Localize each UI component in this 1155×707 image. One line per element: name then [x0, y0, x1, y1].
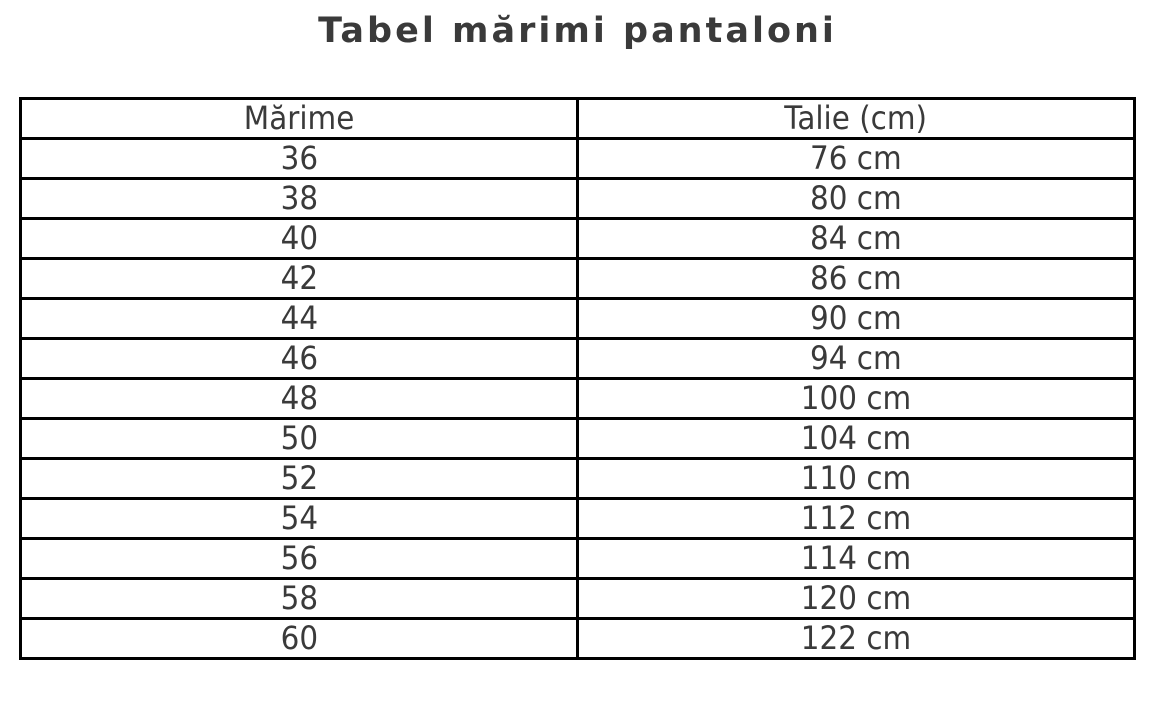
size-table-body: 36 76 cm 38 80 cm 40 84 cm 42 86 cm 44 90 cm 46 94 … — [19, 136, 1136, 660]
table-row: 36 76 cm — [19, 136, 1136, 180]
waist-cell-value: 114 cm — [800, 538, 912, 577]
waist-cell: 122 cm — [576, 616, 1136, 660]
size-cell: 40 — [19, 216, 579, 260]
waist-cell-value: 80 cm — [810, 178, 902, 217]
column-header-marime: Mărime — [19, 96, 579, 140]
size-cell-value: 50 — [280, 418, 318, 457]
waist-cell: 94 cm — [576, 336, 1136, 380]
table-row: 58 120 cm — [19, 576, 1136, 620]
size-cell: 42 — [19, 256, 579, 300]
page-title: Tabel mărimi pantaloni — [318, 11, 837, 51]
size-cell: 52 — [19, 456, 579, 500]
waist-cell: 104 cm — [576, 416, 1136, 460]
waist-cell: 84 cm — [576, 216, 1136, 260]
size-cell: 54 — [19, 496, 579, 540]
size-cell-value: 40 — [280, 218, 318, 257]
size-cell: 46 — [19, 336, 579, 380]
size-cell-value: 38 — [280, 178, 318, 217]
size-cell: 50 — [19, 416, 579, 460]
table-row: 44 90 cm — [19, 296, 1136, 340]
waist-cell-value: 112 cm — [800, 498, 912, 537]
table-row: 56 114 cm — [19, 536, 1136, 580]
size-cell: 44 — [19, 296, 579, 340]
size-cell-value: 54 — [280, 498, 318, 537]
table-row: 38 80 cm — [19, 176, 1136, 220]
size-cell: 58 — [19, 576, 579, 620]
size-cell-value: 60 — [280, 618, 318, 657]
waist-cell: 90 cm — [576, 296, 1136, 340]
waist-cell: 110 cm — [576, 456, 1136, 500]
waist-cell: 100 cm — [576, 376, 1136, 420]
waist-cell: 86 cm — [576, 256, 1136, 300]
size-cell: 56 — [19, 536, 579, 580]
column-header-talie: Talie (cm) — [576, 96, 1136, 140]
table-row: 48 100 cm — [19, 376, 1136, 420]
page: Tabel mărimi pantaloni Mărime Talie (cm)… — [0, 10, 1155, 707]
size-cell: 36 — [19, 136, 579, 180]
waist-cell: 80 cm — [576, 176, 1136, 220]
size-table: Mărime Talie (cm) 36 76 cm 38 80 cm 40 84 cm 4… — [19, 96, 1136, 660]
waist-cell-value: 76 cm — [810, 138, 902, 177]
size-cell: 48 — [19, 376, 579, 420]
column-header-marime-label: Mărime — [243, 98, 355, 137]
header-row: Mărime Talie (cm) — [19, 96, 1136, 140]
waist-cell: 120 cm — [576, 576, 1136, 620]
size-cell-value: 36 — [280, 138, 318, 177]
waist-cell: 76 cm — [576, 136, 1136, 180]
table-row: 52 110 cm — [19, 456, 1136, 500]
size-cell-value: 56 — [280, 538, 318, 577]
column-header-talie-label: Talie (cm) — [784, 98, 928, 137]
table-row: 54 112 cm — [19, 496, 1136, 540]
waist-cell-value: 122 cm — [800, 618, 912, 657]
waist-cell-value: 100 cm — [800, 378, 912, 417]
waist-cell: 112 cm — [576, 496, 1136, 540]
table-row: 60 122 cm — [19, 616, 1136, 660]
waist-cell-value: 110 cm — [800, 458, 912, 497]
size-cell-value: 58 — [280, 578, 318, 617]
waist-cell-value: 90 cm — [810, 298, 902, 337]
size-table-header: Mărime Talie (cm) — [19, 96, 1136, 140]
table-row: 40 84 cm — [19, 216, 1136, 260]
waist-cell-value: 104 cm — [800, 418, 912, 457]
size-cell-value: 42 — [280, 258, 318, 297]
size-cell: 38 — [19, 176, 579, 220]
table-row: 50 104 cm — [19, 416, 1136, 460]
table-row: 42 86 cm — [19, 256, 1136, 300]
size-cell-value: 48 — [280, 378, 318, 417]
size-cell-value: 46 — [280, 338, 318, 377]
waist-cell-value: 94 cm — [810, 338, 902, 377]
size-cell: 60 — [19, 616, 579, 660]
waist-cell-value: 120 cm — [800, 578, 912, 617]
waist-cell: 114 cm — [576, 536, 1136, 580]
waist-cell-value: 84 cm — [810, 218, 902, 257]
size-cell-value: 44 — [280, 298, 318, 337]
table-row: 46 94 cm — [19, 336, 1136, 380]
size-cell-value: 52 — [280, 458, 318, 497]
waist-cell-value: 86 cm — [810, 258, 902, 297]
